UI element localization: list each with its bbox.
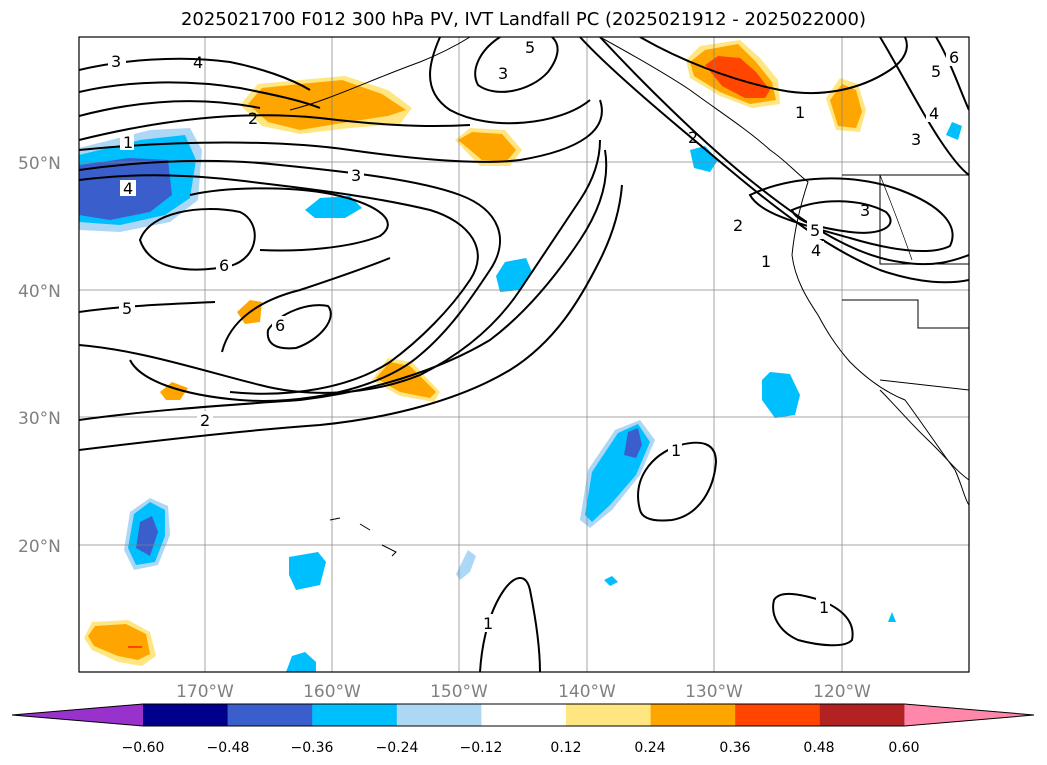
negative-anomaly-area bbox=[286, 652, 316, 672]
contour-label: 5 bbox=[931, 62, 941, 81]
contour-label: 2 bbox=[248, 109, 258, 128]
lat-label: 40°N bbox=[18, 282, 61, 302]
negative-anomaly-area bbox=[690, 146, 718, 172]
map-frame bbox=[78, 36, 970, 673]
colorbar-tick: 0.24 bbox=[634, 740, 665, 756]
colorbar-tick: 0.12 bbox=[550, 740, 581, 756]
positive-anomaly-area bbox=[128, 646, 142, 648]
colorbar-swatch bbox=[312, 704, 398, 726]
contour-label: 2 bbox=[200, 411, 210, 430]
negative-anomaly-area bbox=[496, 258, 532, 292]
negative-anomaly-area bbox=[946, 122, 962, 140]
contour-label: 1 bbox=[483, 614, 493, 633]
positive-anomaly-area bbox=[830, 84, 862, 128]
negative-anomaly-area bbox=[888, 612, 896, 622]
pv-contours bbox=[79, 37, 969, 672]
lon-label: 170°W bbox=[176, 682, 234, 702]
lon-label: 130°W bbox=[685, 682, 743, 702]
contour-label: 6 bbox=[275, 316, 285, 335]
positive-anomaly-area bbox=[458, 132, 516, 162]
contour-label: 4 bbox=[811, 241, 821, 260]
lon-label: 160°W bbox=[303, 682, 361, 702]
lon-label: 150°W bbox=[430, 682, 488, 702]
lat-label: 50°N bbox=[18, 154, 61, 174]
colorbar-extend-high bbox=[904, 704, 1034, 726]
graticule bbox=[79, 37, 969, 672]
colorbar-tick: −0.36 bbox=[291, 740, 334, 756]
contour-label: 3 bbox=[111, 52, 121, 71]
negative-anomaly-area bbox=[762, 372, 800, 418]
lon-label: 120°W bbox=[813, 682, 871, 702]
contour-label: 3 bbox=[911, 130, 921, 149]
contour-label: 6 bbox=[949, 48, 959, 67]
contour-label: 1 bbox=[671, 441, 681, 460]
negative-anomaly-area bbox=[305, 196, 362, 218]
contour-label: 2 bbox=[733, 216, 743, 235]
colorbar-swatch bbox=[396, 704, 482, 726]
contour-label: 5 bbox=[810, 221, 820, 240]
contour-label: 1 bbox=[761, 252, 771, 271]
colorbar-swatch bbox=[735, 704, 821, 726]
colorbar-tick: 0.60 bbox=[888, 740, 919, 756]
positive-anomaly-area bbox=[705, 56, 770, 98]
colorbar-ticks: −0.60 −0.48 −0.36 −0.24 −0.12 0.12 0.24 … bbox=[122, 740, 920, 756]
contour-label: 5 bbox=[122, 299, 132, 318]
negative-anomaly-area bbox=[136, 516, 158, 556]
negative-anomaly-area bbox=[604, 576, 618, 586]
contour-label: 1 bbox=[795, 103, 805, 122]
colorbar-tick: −0.60 bbox=[122, 740, 165, 756]
positive-anomaly-area bbox=[248, 80, 406, 130]
negative-anomaly-area bbox=[289, 552, 326, 590]
colorbar bbox=[11, 703, 1035, 727]
contour-label: 3 bbox=[498, 64, 508, 83]
lat-label: 20°N bbox=[18, 537, 61, 557]
colorbar-swatch bbox=[227, 704, 313, 726]
positive-anomaly-area bbox=[88, 624, 150, 660]
contour-label: 3 bbox=[351, 166, 361, 185]
coastlines bbox=[289, 37, 969, 557]
latitude-labels: 50°N 40°N 30°N 20°N bbox=[18, 154, 61, 557]
negative-anomaly-area bbox=[456, 550, 476, 580]
colorbar-swatch bbox=[143, 704, 229, 726]
contour-label: 3 bbox=[860, 201, 870, 220]
colorbar-swatch bbox=[650, 704, 736, 726]
contour-label: 4 bbox=[123, 179, 133, 198]
contour-label: 1 bbox=[123, 133, 133, 152]
colorbar-tick: 0.48 bbox=[803, 740, 834, 756]
longitude-labels: 170°W 160°W 150°W 140°W 130°W 120°W bbox=[176, 682, 871, 702]
colorbar-tick: 0.36 bbox=[719, 740, 750, 756]
contour-label: 4 bbox=[193, 53, 203, 72]
contour-label: 1 bbox=[819, 598, 829, 617]
colorbar-extend-low bbox=[12, 704, 143, 726]
colorbar-tick: −0.48 bbox=[207, 740, 250, 756]
colorbar-tick: −0.24 bbox=[376, 740, 419, 756]
colorbar-swatch bbox=[819, 704, 905, 726]
lon-label: 140°W bbox=[558, 682, 616, 702]
negative-anomaly-area bbox=[624, 428, 642, 458]
lat-label: 30°N bbox=[18, 409, 61, 429]
colorbar-outline bbox=[11, 703, 1035, 727]
contour-label: 6 bbox=[219, 256, 229, 275]
contour-label: 2 bbox=[688, 128, 698, 147]
colorbar-tick: −0.12 bbox=[460, 740, 503, 756]
contour-label-group: 3 4 1 4 3 6 5 6 2 5 3 2 1 2 3 5 4 2 1 1 bbox=[108, 38, 962, 633]
map-title: 2025021700 F012 300 hPa PV, IVT Landfall… bbox=[180, 9, 867, 30]
colorbar-swatch bbox=[481, 704, 567, 726]
contour-label: 5 bbox=[525, 38, 535, 57]
colorbar-swatch bbox=[566, 704, 652, 726]
contour-label: 4 bbox=[929, 104, 939, 123]
